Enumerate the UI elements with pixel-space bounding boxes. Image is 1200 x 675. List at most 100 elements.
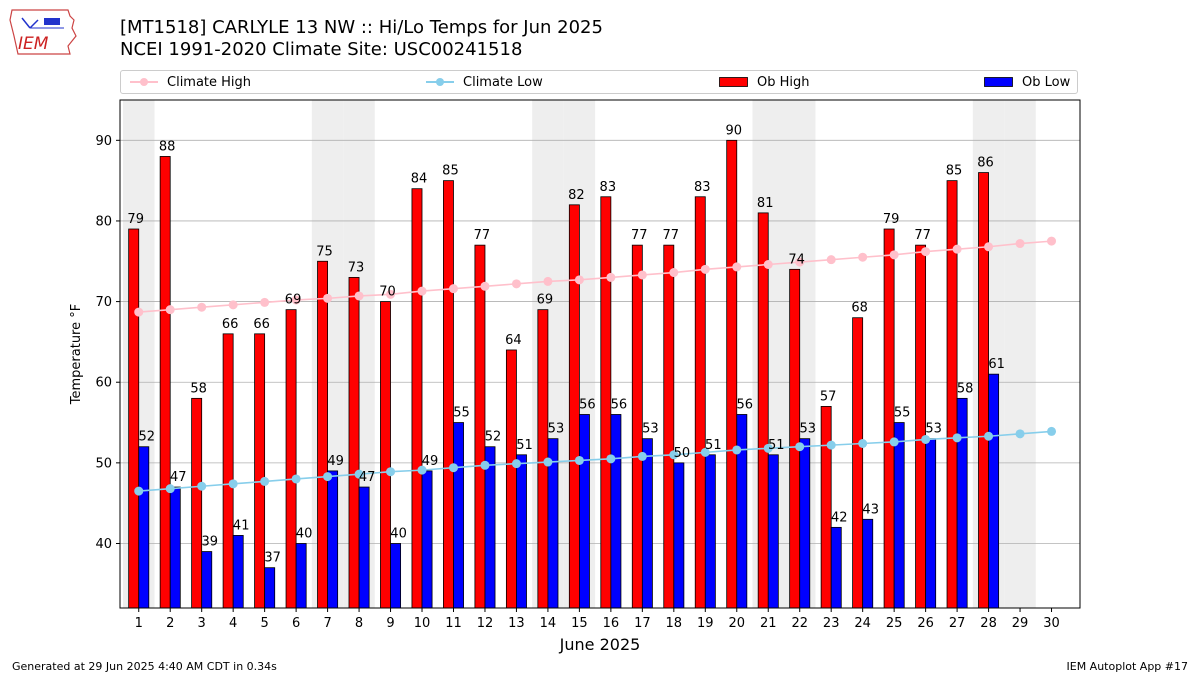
x-tick-label: 11: [445, 616, 462, 631]
climate-high-point: [417, 286, 427, 296]
climate-high-point: [637, 270, 647, 280]
ob-low-bar: [641, 438, 653, 609]
y-tick-label: 80: [95, 214, 112, 229]
ob-low-bar: [264, 567, 276, 609]
ob-low-bar: [390, 543, 402, 609]
climate-high-point: [732, 262, 742, 272]
ob-low-data-label: 40: [296, 526, 313, 541]
ob-high-data-label: 73: [348, 260, 365, 275]
ob-low-bar: [673, 462, 685, 609]
ob-high-bar: [600, 196, 612, 609]
weekend-shade: [1004, 100, 1036, 608]
ob-low-bar: [704, 454, 716, 609]
x-tick-label: 5: [260, 616, 268, 631]
ob-low-bar: [516, 454, 527, 609]
climate-low-point: [637, 451, 647, 461]
ob-high-data-label: 77: [663, 228, 680, 243]
ob-low-bar: [893, 422, 905, 609]
ob-high-data-label: 77: [474, 228, 491, 243]
x-tick-label: 23: [823, 616, 840, 631]
ob-high-bar: [568, 204, 580, 609]
climate-low-point: [386, 467, 396, 477]
ob-high-bar: [663, 244, 675, 609]
y-tick-label: 70: [95, 295, 112, 310]
ob-high-bar: [852, 317, 864, 609]
climate-high-point: [1015, 239, 1025, 249]
ob-high-bar: [789, 268, 801, 609]
climate-low-point: [921, 434, 931, 444]
ob-high-data-label: 69: [537, 293, 554, 308]
ob-low-bar: [453, 422, 464, 609]
climate-low-point: [228, 479, 238, 489]
ob-high-swatch-icon: [719, 77, 748, 87]
ob-high-bar: [159, 156, 171, 609]
climate-high-point: [197, 302, 207, 312]
ob-low-data-label: 50: [674, 446, 691, 461]
ob-high-data-label: 58: [190, 381, 207, 396]
climate-low-point: [1015, 429, 1025, 439]
iem-logo: IEM: [8, 6, 80, 58]
ob-low-data-label: 49: [327, 454, 344, 469]
ob-low-bar: [610, 414, 622, 609]
ob-high-bar: [883, 228, 895, 609]
ob-high-data-label: 64: [505, 333, 522, 348]
ob-high-bar: [978, 172, 989, 609]
climate-low-point: [984, 431, 994, 441]
climate-high-point: [480, 281, 490, 291]
ob-high-data-label: 77: [914, 228, 931, 243]
x-tick-label: 21: [760, 616, 777, 631]
ob-high-data-label: 57: [820, 389, 837, 404]
climate-low-point: [700, 447, 710, 457]
climate-high-line-icon: [130, 78, 158, 86]
ob-high-data-label: 86: [977, 156, 994, 171]
climate-high-point: [448, 284, 458, 294]
legend-item-ob-low: Ob Low: [984, 71, 1070, 93]
ob-high-data-label: 77: [631, 228, 648, 243]
climate-low-point: [858, 439, 868, 449]
ob-high-data-label: 83: [694, 180, 711, 195]
climate-high-point: [606, 272, 616, 282]
climate-high-point: [574, 275, 584, 285]
ob-high-data-label: 70: [379, 285, 396, 300]
ob-high-bar: [128, 228, 140, 609]
climate-high-point: [228, 300, 238, 310]
ob-low-bar: [988, 373, 1000, 609]
x-tick-label: 18: [666, 616, 683, 631]
chart-subtitle: NCEI 1991-2020 Climate Site: USC00241518: [120, 39, 523, 60]
ob-low-data-label: 52: [485, 430, 502, 445]
chart-title: [MT1518] CARLYLE 13 NW :: Hi/Lo Temps fo…: [120, 17, 603, 38]
ob-high-data-label: 74: [788, 252, 805, 267]
ob-high-data-label: 83: [600, 180, 617, 195]
ob-high-bar: [380, 301, 391, 609]
x-tick-label: 8: [355, 616, 363, 631]
ob-low-bar: [925, 438, 937, 609]
ob-high-bar: [505, 349, 517, 609]
y-tick-label: 90: [95, 134, 112, 149]
ob-low-data-label: 51: [705, 438, 722, 453]
x-axis-label: June 2025: [559, 635, 641, 654]
x-tick-label: 28: [980, 616, 997, 631]
weekend-shade: [343, 100, 375, 608]
climate-high-point: [323, 293, 333, 303]
x-tick-label: 3: [198, 616, 206, 631]
y-tick-label: 60: [95, 376, 112, 391]
ob-low-bar: [767, 454, 779, 609]
climate-high-point: [763, 259, 773, 269]
climate-low-point: [952, 433, 962, 443]
climate-low-point: [291, 474, 301, 484]
climate-high-point: [386, 289, 396, 299]
ob-low-swatch-icon: [984, 77, 1013, 87]
x-tick-label: 7: [323, 616, 331, 631]
ob-high-bar: [474, 244, 486, 609]
ob-high-data-label: 82: [568, 188, 585, 203]
x-tick-label: 27: [949, 616, 966, 631]
ob-high-bar: [757, 212, 769, 609]
legend-label-climate-low: Climate Low: [463, 74, 543, 90]
ob-low-bar: [547, 438, 559, 609]
climate-high-point: [921, 247, 931, 257]
x-tick-label: 24: [854, 616, 871, 631]
x-tick-label: 30: [1043, 616, 1060, 631]
x-tick-label: 10: [414, 616, 431, 631]
ob-low-data-label: 43: [862, 502, 879, 517]
climate-low-line-icon: [426, 78, 454, 86]
